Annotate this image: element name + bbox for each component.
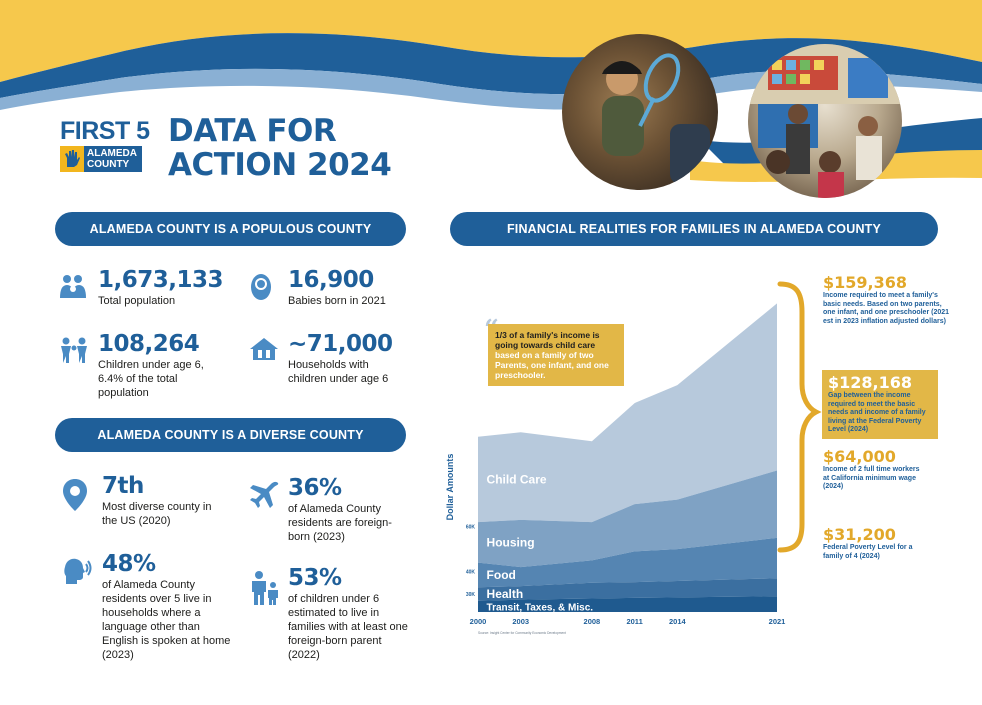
y-tick-label: 30K	[466, 592, 476, 598]
diverse-heading: ALAMEDA COUNTY IS A DIVERSE COUNTY	[55, 418, 406, 452]
stat-value: 7th	[102, 473, 144, 499]
stat-total-population: 1,673,133 Total population	[58, 266, 238, 308]
logo-county-text: ALAMEDA COUNTY	[84, 146, 142, 172]
stat-language: 48% of Alameda County residents over 5 l…	[62, 550, 242, 662]
area-housing	[478, 470, 777, 568]
annotation-desc: Income required to meet a family's basic…	[823, 292, 950, 325]
stat-desc: of Alameda County residents are foreign-…	[288, 503, 392, 543]
page-title: DATA FOR ACTION 2024	[168, 113, 392, 183]
annotation-min-wage: $64,000 Income of 2 full time workers at…	[823, 448, 923, 492]
series-label: Food	[487, 568, 516, 582]
stat-babies-born: 16,900 Babies born in 2021	[248, 266, 418, 308]
x-tick-label: 2011	[626, 617, 642, 626]
family-icon	[58, 266, 92, 308]
stat-desc: Children under age 6, 6.4% of the total …	[98, 359, 204, 399]
title-line-1: DATA FOR	[168, 113, 337, 149]
x-tick-label: 2003	[512, 617, 529, 626]
hand-icon	[60, 146, 84, 172]
stat-value: 16,900	[288, 267, 374, 293]
x-tick-label: 2021	[769, 617, 786, 626]
stat-foreign-born: 36% of Alameda County residents are fore…	[248, 474, 418, 544]
callout-highlight-text: 1/3 of a family's income is going toward…	[495, 330, 600, 350]
y-tick-label: 60K	[466, 525, 476, 531]
populous-heading: ALAMEDA COUNTY IS A POPULOUS COUNTY	[55, 212, 406, 246]
stat-desc: of Alameda County residents over 5 live …	[102, 579, 231, 661]
location-pin-icon	[62, 472, 96, 528]
area-health	[478, 578, 777, 601]
area-food	[478, 537, 777, 588]
house-icon	[248, 330, 282, 386]
stat-value: 108,264	[98, 331, 200, 357]
child-care-callout: 1/3 of a family's income is going toward…	[488, 324, 624, 386]
stacked-area-chart: Transit, Taxes, & Misc.Health Food Housing…	[445, 281, 822, 635]
annotation-value: $31,200	[823, 525, 896, 544]
annotation-poverty-level: $31,200 Federal Poverty Level for a fami…	[823, 526, 923, 561]
annotation-desc: Gap between the income required to meet …	[828, 392, 926, 433]
baby-icon	[248, 266, 282, 308]
x-tick-label: 2000	[470, 617, 487, 626]
annotation-desc: Federal Poverty Level for a family of 4 …	[823, 544, 913, 560]
series-label: Health	[487, 587, 524, 601]
callout-detail-text: based on a family of two Parents, one in…	[495, 350, 609, 380]
annotation-value: $128,168	[828, 373, 913, 392]
stat-desc: Total population	[98, 295, 176, 307]
annotation-basic-needs: $159,368 Income required to meet a famil…	[823, 274, 951, 326]
source-note: Source: Insight Center for Community Eco…	[478, 631, 566, 635]
title-line-2: ACTION 2024	[168, 147, 392, 183]
x-tick-label: 2008	[584, 617, 601, 626]
stat-value: 1,673,133	[98, 267, 224, 293]
stat-value: 53%	[288, 565, 342, 591]
area-child-care	[478, 303, 777, 523]
annotation-desc: Income of 2 full time workers at Califor…	[823, 466, 920, 490]
series-label: Child Care	[487, 472, 547, 486]
financial-chart: Transit, Taxes, & Misc. Health Food Housing…	[440, 262, 980, 662]
annotation-value: $159,368	[823, 273, 908, 292]
stat-desc: Households with children under age 6	[288, 359, 389, 385]
financial-heading: FINANCIAL REALITIES FOR FAMILIES IN ALAM…	[450, 212, 938, 246]
stat-desc: Babies born in 2021	[288, 295, 386, 307]
stat-diversity-rank: 7th Most diverse county in the US (2020)	[62, 472, 242, 528]
stat-value: 48%	[102, 551, 156, 577]
stat-desc: Most diverse county in the US (2020)	[102, 501, 212, 527]
annotation-value: $64,000	[823, 447, 896, 466]
y-axis-label: Dollar Amounts	[445, 454, 455, 521]
y-tick-label: 40K	[466, 570, 476, 576]
stat-value: ~71,000	[288, 331, 393, 357]
photo-classroom	[748, 44, 902, 198]
stat-desc: of children under 6 estimated to live in…	[288, 593, 408, 661]
stat-foreign-born-parent: 53% of children under 6 estimated to liv…	[248, 564, 418, 662]
photo-child-playing	[562, 34, 718, 190]
speaking-head-icon	[62, 550, 96, 662]
airplane-icon	[248, 474, 282, 544]
children-icon	[58, 330, 92, 400]
stat-children-under-6: 108,264 Children under age 6, 6.4% of th…	[58, 330, 238, 400]
stat-households: ~71,000 Households with children under a…	[248, 330, 418, 386]
logo-first5-text: FIRST 5	[60, 117, 150, 145]
series-label: Housing	[487, 535, 535, 549]
parent-child-icon	[248, 564, 282, 662]
series-label: Transit, Taxes, & Misc.	[487, 602, 594, 613]
annotation-gap: $128,168 Gap between the income required…	[822, 370, 938, 439]
x-tick-label: 2014	[669, 617, 687, 626]
first5-logo: FIRST 5 ALAMEDA COUNTY	[60, 118, 150, 172]
stat-value: 36%	[288, 475, 342, 501]
income-bracket	[777, 281, 822, 553]
area-transit-taxes-misc	[478, 596, 777, 612]
